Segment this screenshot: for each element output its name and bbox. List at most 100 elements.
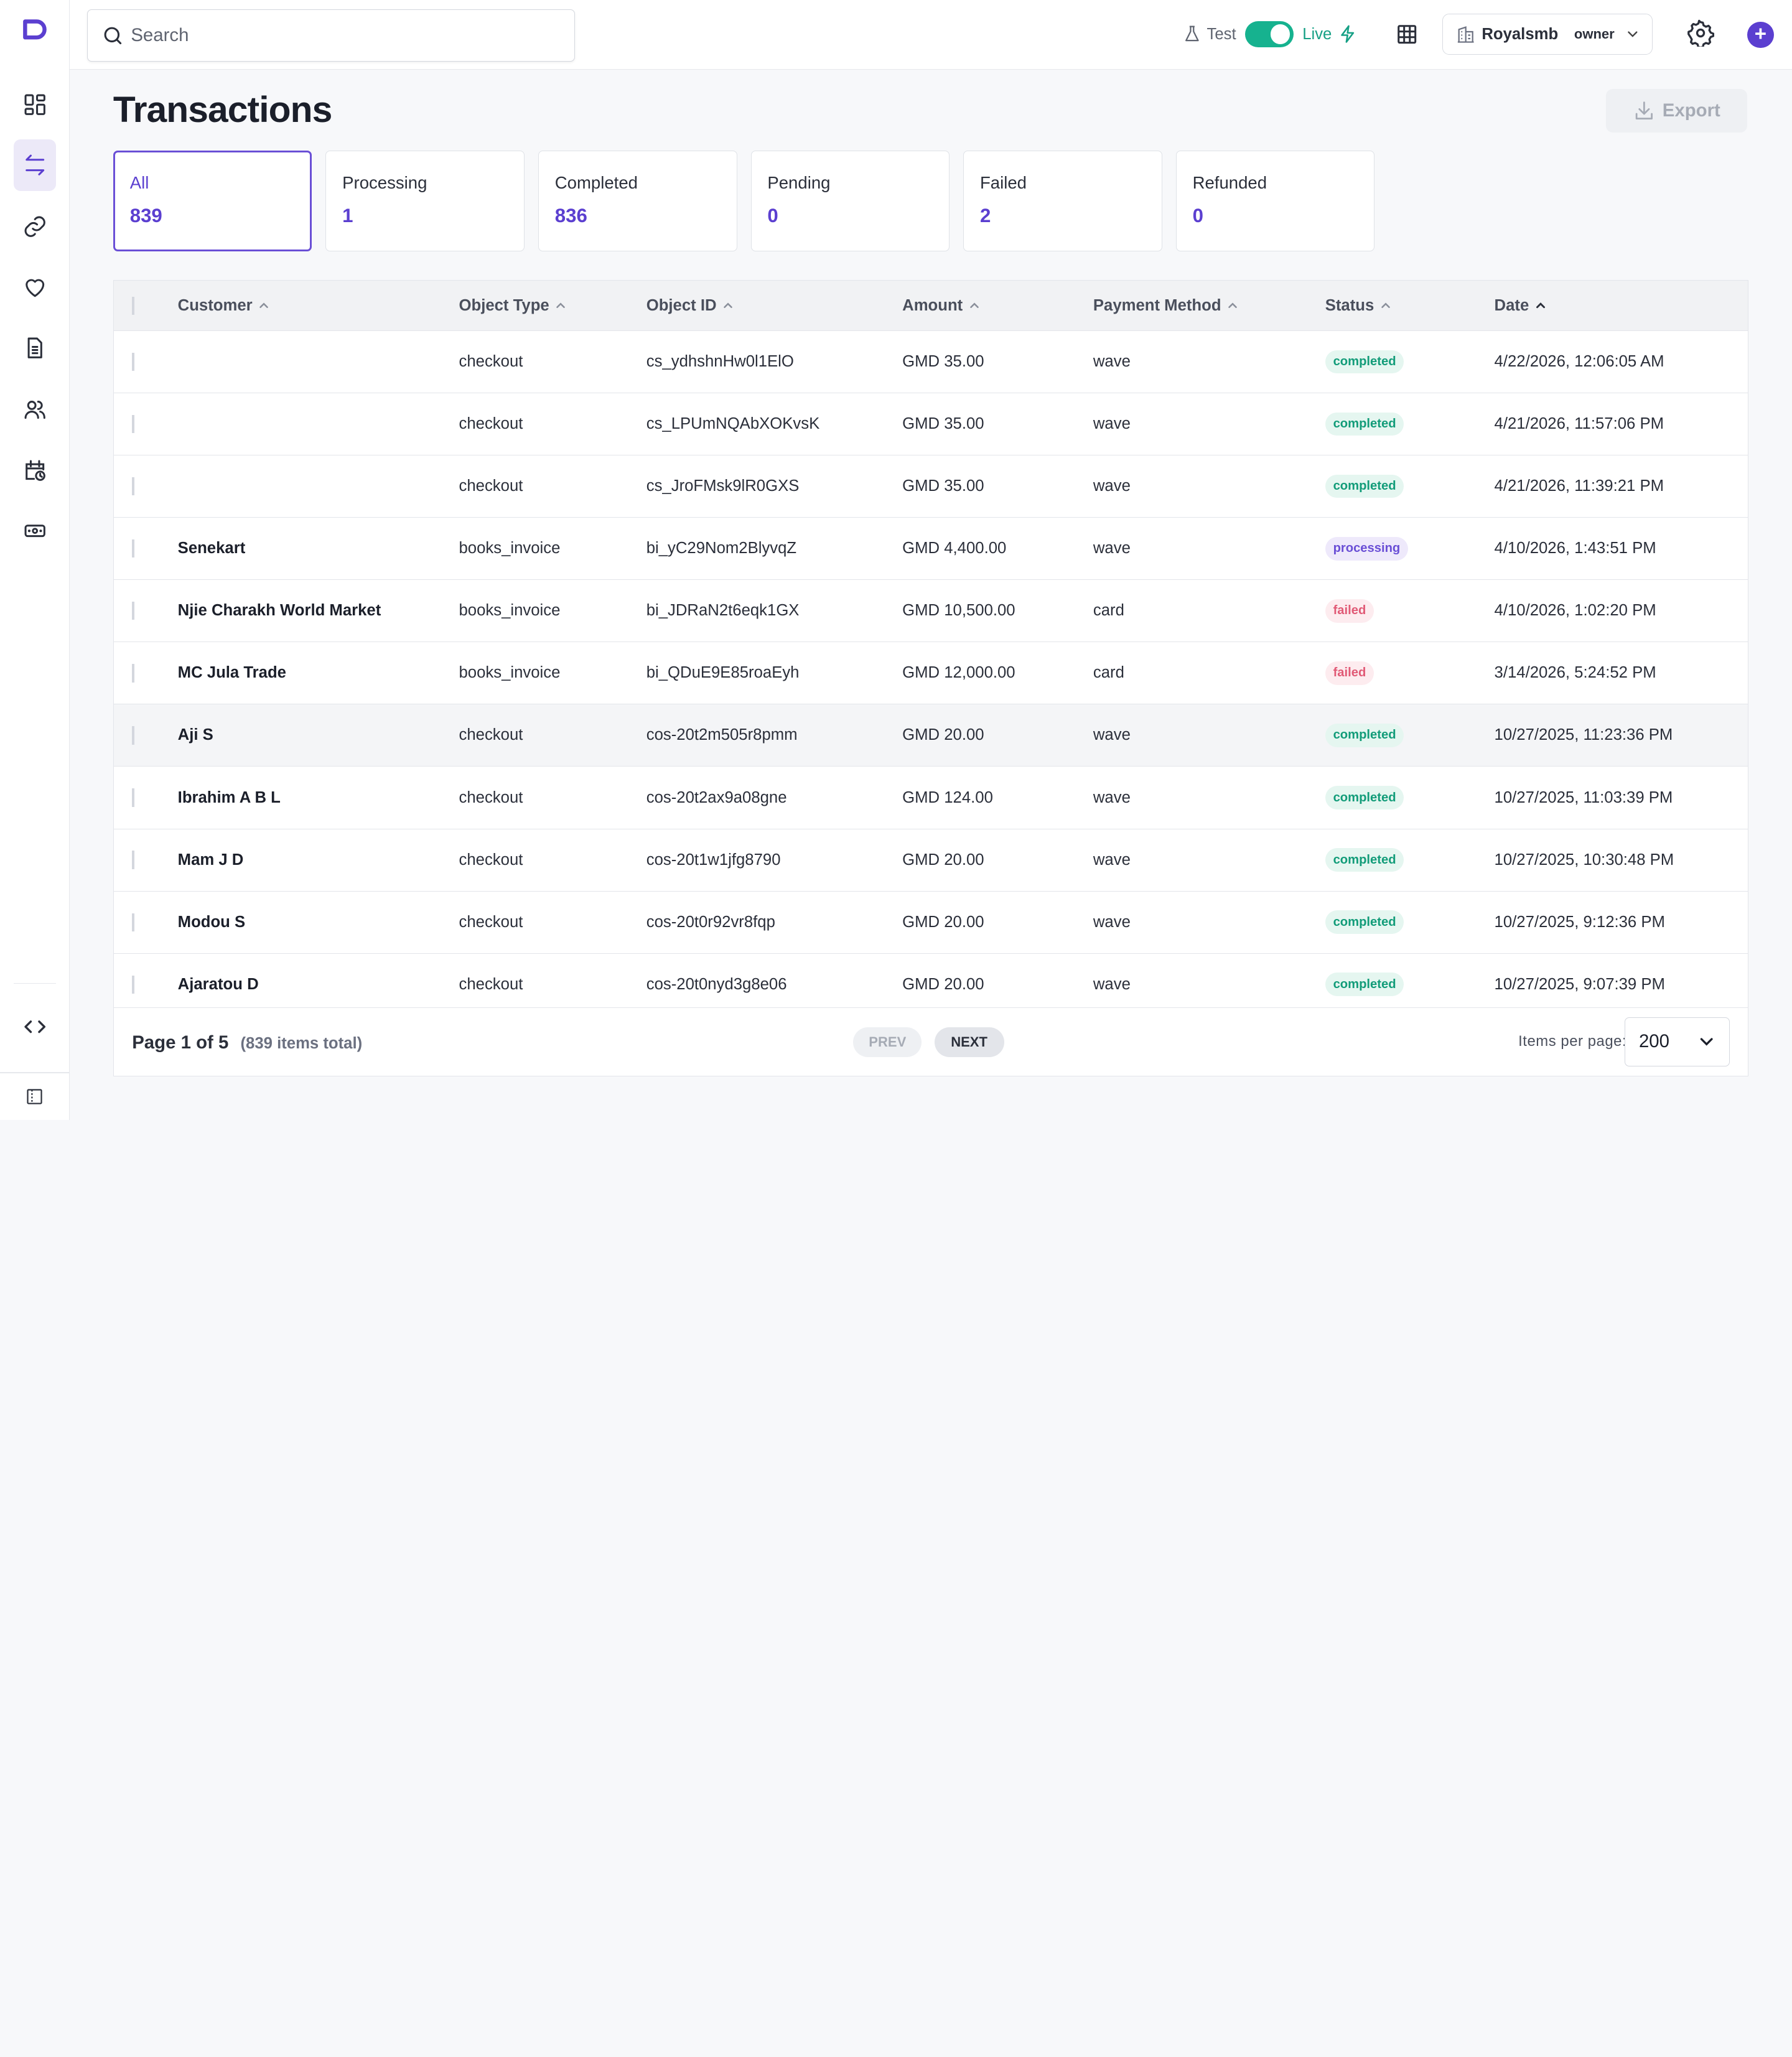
add-button[interactable]: + xyxy=(1747,21,1774,49)
column-header-payment-method[interactable]: Payment Method xyxy=(1093,281,1239,331)
sidebar-collapse-button[interactable] xyxy=(14,1071,56,1122)
cell-date: 4/21/2026, 11:39:21 PM xyxy=(1494,477,1664,495)
sidebar-item-developers[interactable] xyxy=(14,1001,56,1053)
cell-object-type: books_invoice xyxy=(459,664,561,682)
table-row[interactable]: MC Jula Trade books_invoice bi_QDuE9E85roa… xyxy=(113,642,1748,705)
cell-payment-method: wave xyxy=(1093,788,1131,806)
column-header-status[interactable]: Status xyxy=(1325,281,1393,331)
cell-object-id: cs_ydhshnHw0l1ElO xyxy=(646,352,794,370)
filter-label: Refunded xyxy=(1192,173,1267,193)
filter-count: 1 xyxy=(342,204,353,226)
cell-object-id: bi_yC29Nom2BlyvqZ xyxy=(646,539,797,557)
cell-customer: Mam J D xyxy=(177,851,244,869)
filter-completed[interactable]: Completed 836 xyxy=(538,151,737,252)
sort-arrow-icon xyxy=(1228,302,1237,309)
row-select-handle[interactable] xyxy=(132,913,134,931)
org-role: owner xyxy=(1574,26,1615,42)
page-title: Transactions xyxy=(113,90,332,131)
status-badge: completed xyxy=(1325,973,1404,997)
filter-failed[interactable]: Failed 2 xyxy=(963,151,1162,252)
cell-date: 3/14/2026, 5:24:52 PM xyxy=(1494,664,1656,682)
table-row[interactable]: checkout cs_JroFMsk9lR0GXS GMD 35.00 wave co… xyxy=(113,455,1748,518)
items-per-page-select[interactable]: 200 xyxy=(1624,1017,1730,1066)
table-row[interactable]: checkout cs_ydhshnHw0l1ElO GMD 35.00 wave co… xyxy=(113,331,1748,393)
app: Test Live Royalsmb owner + Transactions … xyxy=(0,0,1792,1120)
document-icon xyxy=(27,337,42,358)
collapse-sidebar-icon xyxy=(27,1089,43,1104)
sidebar-item-customers[interactable] xyxy=(14,384,56,436)
table-row[interactable]: Aji S checkout cos-20t2m505r8pmm GMD 20.00 w… xyxy=(113,704,1748,767)
column-header-object-type[interactable]: Object Type xyxy=(459,281,568,331)
column-header-amount[interactable]: Amount xyxy=(902,281,981,331)
table-row[interactable]: checkout cs_LPUmNQAbXOKvsK GMD 35.00 wave co… xyxy=(113,393,1748,455)
brand-logo-icon[interactable] xyxy=(21,18,48,41)
row-select-handle[interactable] xyxy=(132,352,134,371)
cell-payment-method: wave xyxy=(1093,414,1131,432)
row-select-handle[interactable] xyxy=(132,664,134,683)
filter-pending[interactable]: Pending 0 xyxy=(750,151,950,252)
topbar: Test Live Royalsmb owner + xyxy=(70,0,1792,70)
filter-all[interactable]: All 839 xyxy=(113,151,312,252)
column-label: Date xyxy=(1494,296,1529,314)
row-select-handle[interactable] xyxy=(132,539,134,558)
export-label: Export xyxy=(1662,100,1720,121)
column-header-object-id[interactable]: Object ID xyxy=(646,281,735,331)
cell-amount: GMD 20.00 xyxy=(902,975,984,993)
sidebar-item-documents[interactable] xyxy=(14,322,56,374)
apps-grid-icon[interactable] xyxy=(1394,22,1419,47)
chevron-down-icon xyxy=(1628,31,1638,38)
row-select-handle[interactable] xyxy=(132,726,134,745)
filter-processing[interactable]: Processing 1 xyxy=(325,151,525,252)
row-select-handle[interactable] xyxy=(132,975,134,994)
row-select-handle[interactable] xyxy=(132,602,134,620)
select-column[interactable] xyxy=(132,281,134,331)
cell-status: completed xyxy=(1325,954,1404,1015)
org-switcher[interactable]: Royalsmb owner xyxy=(1442,14,1653,55)
table-row[interactable]: Ibrahim A B L checkout cos-20t2ax9a08gne GM… xyxy=(113,767,1748,829)
cell-customer: Ajaratou D xyxy=(177,975,259,993)
live-mode-toggle[interactable] xyxy=(1245,21,1294,48)
cell-status: completed xyxy=(1325,704,1404,766)
chevron-down-icon xyxy=(1700,1038,1713,1047)
row-select-handle[interactable] xyxy=(132,414,134,434)
prev-button[interactable]: PREV xyxy=(853,1027,922,1057)
row-select-handle[interactable] xyxy=(132,788,134,807)
heart-icon xyxy=(26,279,44,297)
live-label: Live xyxy=(1302,25,1332,43)
live-mode-label[interactable]: Live xyxy=(1302,25,1357,44)
export-button[interactable]: Export xyxy=(1605,89,1748,133)
filter-label: Completed xyxy=(554,173,638,193)
row-select-handle xyxy=(132,296,134,315)
cell-payment-method: wave xyxy=(1093,913,1131,931)
gear-icon[interactable] xyxy=(1687,19,1715,47)
items-total: (839 items total) xyxy=(240,1034,363,1052)
cell-payment-method: wave xyxy=(1093,539,1131,557)
table-row[interactable]: Ajaratou D checkout cos-20t0nyd3g8e06 GMD 2… xyxy=(113,954,1748,1016)
table-row[interactable]: Senekart books_invoice bi_yC29Nom2BlyvqZ GM… xyxy=(113,518,1748,581)
sidebar-item-favorites[interactable] xyxy=(14,262,56,314)
status-badge: completed xyxy=(1325,350,1404,374)
column-label: Payment Method xyxy=(1093,296,1221,314)
filter-refunded[interactable]: Refunded 0 xyxy=(1175,151,1375,252)
table-row[interactable]: Modou S checkout cos-20t0r92vr8fqp GMD 20.0… xyxy=(113,892,1748,954)
test-mode-label[interactable]: Test xyxy=(1184,25,1236,43)
column-header-customer[interactable]: Customer xyxy=(178,281,271,331)
sidebar-item-transactions[interactable] xyxy=(14,139,56,191)
cash-icon xyxy=(24,525,45,538)
filter-label: Processing xyxy=(342,173,427,193)
sidebar-item-dashboard[interactable] xyxy=(14,79,56,131)
row-select-handle[interactable] xyxy=(132,477,134,496)
search-input[interactable] xyxy=(131,24,543,46)
table-row[interactable]: Njie Charakh World Market books_invoice bi… xyxy=(113,580,1748,643)
row-select-handle[interactable] xyxy=(132,851,134,869)
sidebar-item-schedule[interactable] xyxy=(14,444,56,496)
cell-object-type: checkout xyxy=(459,913,523,931)
column-header-date[interactable]: Date xyxy=(1495,281,1547,331)
status-badge: completed xyxy=(1325,474,1404,498)
table-row[interactable]: Mam J D checkout cos-20t1w1jfg8790 GMD 20.0… xyxy=(113,829,1748,892)
next-button[interactable]: NEXT xyxy=(934,1027,1004,1057)
download-icon xyxy=(1635,101,1653,119)
sidebar-item-payouts[interactable] xyxy=(14,505,56,557)
search-box[interactable] xyxy=(86,9,575,62)
sidebar-item-links[interactable] xyxy=(14,201,56,253)
